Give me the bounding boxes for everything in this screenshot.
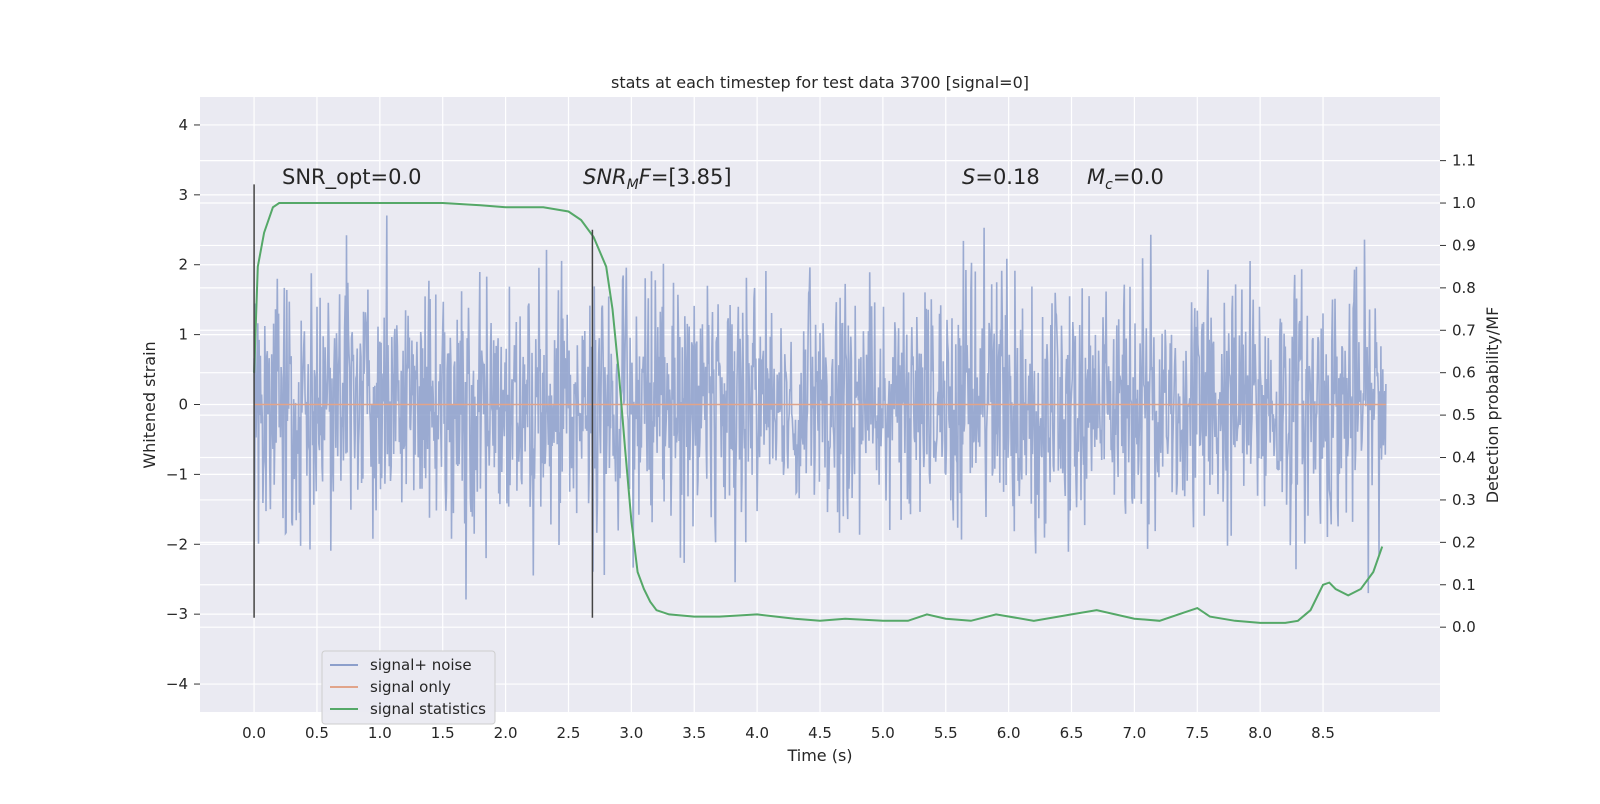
annotation-s-label: S (962, 165, 975, 189)
y-tick-label: −4 (166, 675, 188, 693)
annotation-snr-mf-value: =[3.85] (651, 165, 732, 189)
annotation-mc-sub: c (1105, 177, 1113, 193)
y2-tick-label: 0.7 (1452, 321, 1476, 339)
series-signal-statistics (253, 202, 1384, 624)
annotation-mc: Mc=0.0 (1087, 165, 1164, 193)
x-tick-label: 0.0 (242, 724, 266, 742)
x-tick-label: 2.0 (494, 724, 518, 742)
x-tick-label: 5.5 (934, 724, 958, 742)
legend: signal+ noise signal only signal statist… (321, 650, 496, 725)
annotation-snr-mf-sub: M (627, 177, 639, 193)
x-tick-label: 4.0 (745, 724, 769, 742)
annotation-mc-value: =0.0 (1113, 165, 1164, 189)
series-lines (253, 184, 1386, 624)
x-tick-label: 1.5 (431, 724, 455, 742)
x-tick-label: 3.0 (619, 724, 643, 742)
y2-tick-label: 0.8 (1452, 279, 1476, 297)
annotation-s-value: =0.18 (975, 165, 1039, 189)
x-tick-label: 0.5 (305, 724, 329, 742)
annotation-s: S=0.18 (962, 165, 1040, 189)
legend-label-stats: signal statistics (370, 700, 486, 718)
y-tick-label: −1 (166, 465, 188, 483)
x-tick-label: 3.5 (682, 724, 706, 742)
annotation-snr-mf-base: SNR (583, 165, 627, 189)
y-axis-title: Whitened strain (140, 341, 159, 468)
x-tick-label: 4.5 (808, 724, 832, 742)
y-tick-label: −3 (166, 605, 188, 623)
y2-tick-label: 0.5 (1452, 406, 1476, 424)
annotation-snr-mf: SNRMF=[3.85] (583, 165, 732, 193)
series-signal-plus-noise-line (253, 215, 1387, 600)
x-tick-label: 1.0 (368, 724, 392, 742)
y-tick-label: 3 (178, 186, 188, 204)
x-axis-ticks: 0.0 0.5 1.0 1.5 2.0 2.5 3.0 3.5 4.0 4.5 5.0 5.5 6.0 6… (242, 724, 1335, 742)
legend-label-signal: signal only (370, 678, 451, 696)
y-tick-label: −2 (166, 535, 188, 553)
y2-axis-title: Detection probability/MF (1483, 307, 1502, 504)
x-axis-title: Time (s) (786, 746, 852, 765)
x-tick-label: 5.0 (871, 724, 895, 742)
y2-tick-label: 0.3 (1452, 491, 1476, 509)
y2-tick-label: 0.0 (1452, 618, 1476, 636)
y2-tick-label: 1.0 (1452, 194, 1476, 212)
y2-tick-label: 0.6 (1452, 364, 1476, 382)
x-tick-label: 7.5 (1185, 724, 1209, 742)
y2-axis-ticks: 1.1 1.0 0.9 0.8 0.7 0.6 0.5 0.4 0.3 0.2 0.1 0.0 (1440, 152, 1476, 636)
legend-label-noise: signal+ noise (370, 656, 472, 674)
chart-title: stats at each timestep for test data 370… (611, 73, 1029, 92)
legend-box (321, 650, 496, 725)
x-tick-label: 6.5 (1060, 724, 1084, 742)
y2-tick-label: 0.2 (1452, 533, 1476, 551)
x-tick-label: 7.0 (1122, 724, 1146, 742)
y2-tick-label: 0.4 (1452, 449, 1476, 467)
y-tick-label: 1 (178, 326, 188, 344)
y2-tick-label: 0.9 (1452, 236, 1476, 254)
series-signal-plus-noise (253, 215, 1387, 600)
y-axis-ticks: 4 3 2 1 0 −1 −2 −3 −4 (166, 116, 200, 693)
y2-tick-label: 1.1 (1452, 152, 1476, 170)
x-tick-label: 2.5 (557, 724, 581, 742)
annotation-mc-label: M (1087, 165, 1105, 189)
y2-tick-label: 0.1 (1452, 576, 1476, 594)
x-tick-label: 8.0 (1248, 724, 1272, 742)
y-tick-label: 4 (178, 116, 188, 134)
annotation-snr-opt: SNR_opt=0.0 (282, 165, 422, 190)
annotation-snr-mf-rest: F (639, 165, 652, 189)
x-tick-label: 8.5 (1311, 724, 1335, 742)
x-tick-label: 6.0 (997, 724, 1021, 742)
y-tick-label: 0 (178, 396, 188, 414)
y-tick-label: 2 (178, 256, 188, 274)
